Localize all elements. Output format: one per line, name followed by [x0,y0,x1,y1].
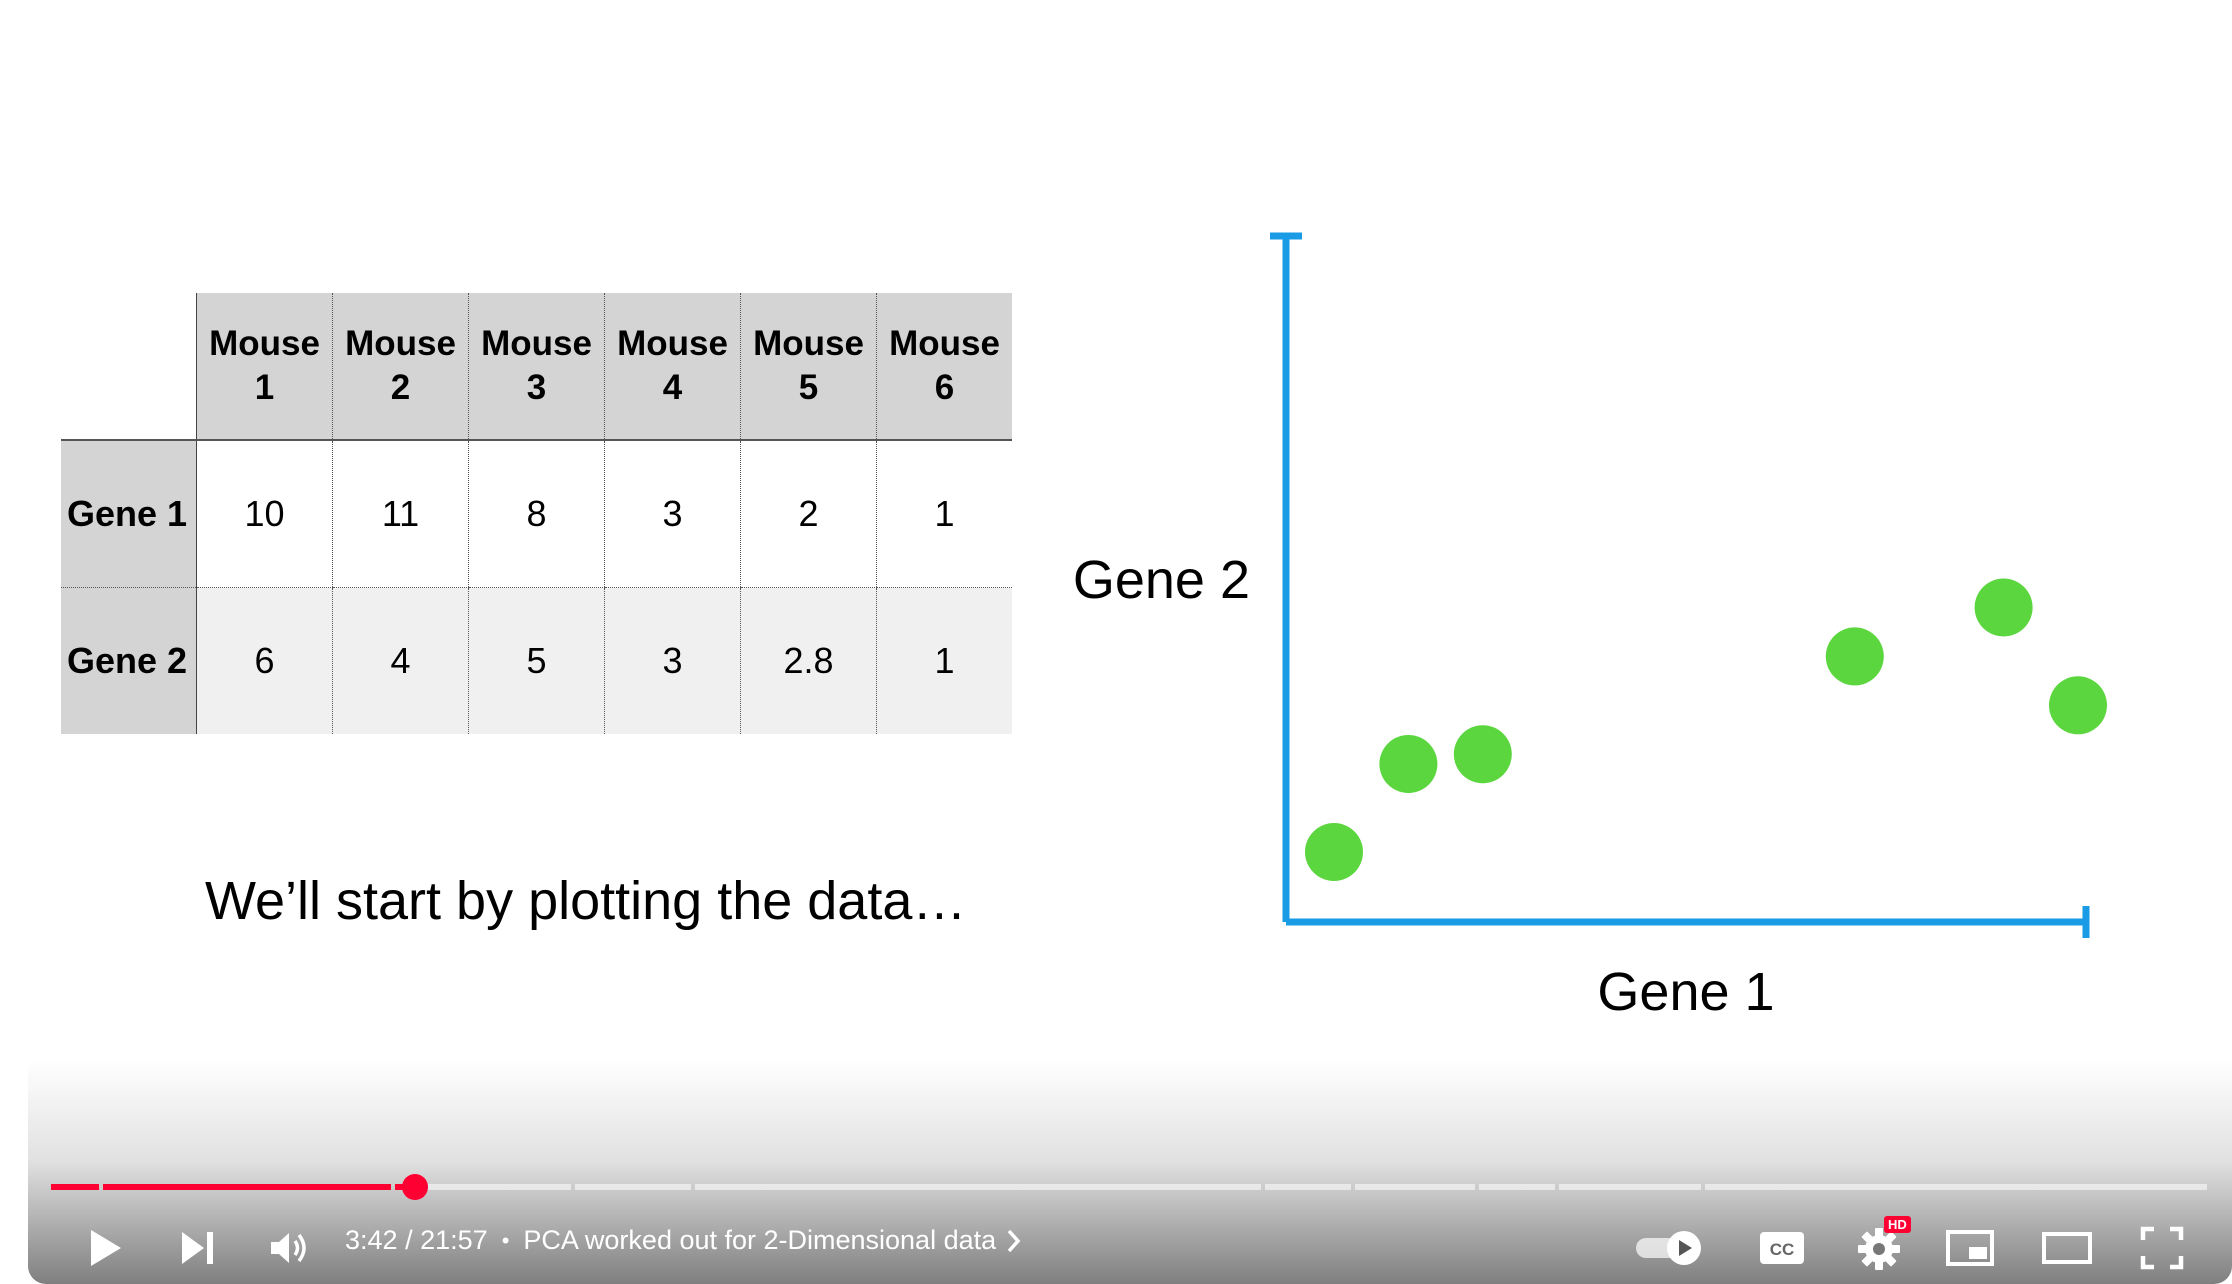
chapter-segment[interactable] [1705,1184,2207,1190]
settings-button[interactable]: HD [1844,1214,1914,1280]
table-header-row: Mouse 1 Mouse 2 Mouse 3 Mouse 4 Mouse 5 Mouse… [61,293,1012,440]
chapter-bullet: • [501,1227,510,1253]
chapter-segment[interactable] [1355,1184,1475,1190]
captions-button[interactable]: CC [1750,1218,1814,1278]
chapter-segment[interactable] [575,1184,691,1190]
autoplay-toggle[interactable] [1632,1220,1708,1276]
volume-button[interactable] [260,1218,320,1278]
table-cell: 11 [332,439,469,588]
hd-badge: HD [1884,1216,1911,1233]
table-cell: 8 [468,439,605,588]
chapter-segment[interactable] [103,1184,391,1190]
column-header: Mouse 4 [604,293,741,440]
chapter-title-button[interactable]: PCA worked out for 2-Dimensional data [523,1225,1022,1256]
table-cell: 2.8 [740,587,877,734]
column-header: Mouse 5 [740,293,877,440]
row-header: Gene 2 [61,587,197,734]
data-point-mouse-6 [1305,823,1363,881]
table-corner [61,293,197,440]
chapter-segment[interactable] [1559,1184,1701,1190]
autoplay-toggle-icon [1636,1231,1701,1265]
data-table: Mouse 1 Mouse 2 Mouse 3 Mouse 4 Mouse 5 Mouse… [61,293,1012,734]
chapter-segment[interactable] [695,1184,1261,1190]
column-header: Mouse 2 [332,293,469,440]
current-time: 3:42 [345,1225,398,1255]
next-icon [182,1232,213,1264]
duration: 21:57 [420,1225,488,1255]
chapter-segment[interactable] [51,1184,99,1190]
captions-icon: CC [1760,1232,1804,1264]
chapter-segment[interactable] [395,1184,571,1190]
gear-icon [1858,1228,1900,1270]
table-cell: 1 [876,587,1012,734]
table-row: Gene 2 6 4 5 3 2.8 1 [61,587,1012,734]
time-separator: / [405,1225,413,1255]
scrubber-handle[interactable] [402,1174,429,1200]
miniplayer-button[interactable] [1938,1218,2002,1278]
player-controls: 3:42 / 21:57 • PCA worked out for 2-Dime… [28,1060,2232,1284]
table-cell: 5 [468,587,605,734]
chapter-segment[interactable] [1479,1184,1555,1190]
table-cell: 6 [196,587,333,734]
y-axis-label: Gene 2 [1073,550,1250,610]
table-cell: 3 [604,439,741,588]
column-header: Mouse 6 [876,293,1012,440]
column-header: Mouse 1 [196,293,333,440]
chapter-title: PCA worked out for 2-Dimensional data [523,1225,997,1255]
fullscreen-button[interactable] [2130,1218,2194,1278]
play-button[interactable] [76,1218,136,1278]
theater-mode-icon [2042,1232,2092,1264]
progress-bar[interactable] [51,1174,2207,1200]
time-display: 3:42 / 21:57 • PCA worked out for 2-Dime… [345,1225,1022,1256]
chevron-right-icon [1007,1229,1021,1252]
fullscreen-icon [2140,1226,2184,1270]
data-point-mouse-3 [1825,627,1884,686]
miniplayer-icon [1946,1230,1994,1266]
table-cell: 2 [740,439,877,588]
play-icon [91,1230,121,1266]
data-point-mouse-4 [1453,725,1512,784]
video-frame[interactable]: Mouse 1 Mouse 2 Mouse 3 Mouse 4 Mouse 5 Mouse… [28,0,2232,1284]
slide-caption: We’ll start by plotting the data… [205,871,967,931]
data-point-mouse-2 [2049,676,2107,735]
x-axis-label: Gene 1 [1597,962,1774,1022]
column-header: Mouse 3 [468,293,605,440]
theater-mode-button[interactable] [2032,1218,2102,1278]
row-header: Gene 1 [61,439,197,588]
svg-text:CC: CC [1770,1240,1795,1259]
table-cell: 10 [196,439,333,588]
table-cell: 1 [876,439,1012,588]
volume-icon [271,1233,306,1263]
table-cell: 4 [332,587,469,734]
next-button[interactable] [168,1218,228,1278]
scatter-chart: Gene 1 Gene 2 [1073,232,2107,1022]
table-row: Gene 1 10 11 8 3 2 1 [61,439,1012,588]
data-point-mouse-1 [1974,578,2033,637]
data-point-mouse-5 [1379,734,1438,793]
chapter-segment[interactable] [1265,1184,1351,1190]
table-cell: 3 [604,587,741,734]
